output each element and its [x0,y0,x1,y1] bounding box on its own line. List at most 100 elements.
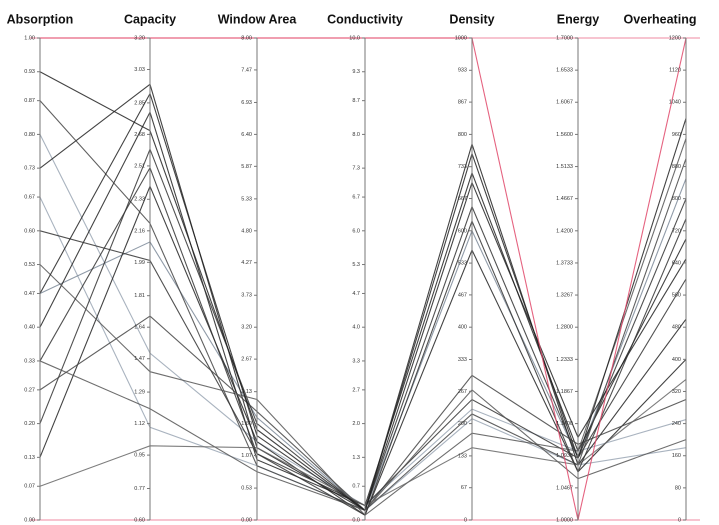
tick-label: 4.0 [352,325,360,331]
tick-label: 480 [672,325,681,331]
tick-label: 5.3 [352,262,360,268]
tick-label: 3.20 [241,325,252,331]
tick-label: 1040 [669,100,681,106]
tick-label: 733 [458,164,467,170]
tick-label: 6.93 [241,100,252,106]
tick-label: 67 [461,485,467,491]
tick-label: 10.0 [349,35,360,41]
axis-title: Density [449,12,494,26]
tick-label: 1.47 [134,356,145,362]
tick-label: 0.07 [24,484,35,490]
tick-label: 8.00 [241,35,252,41]
tick-label: 7.47 [241,67,252,73]
tick-label: 0 [678,517,681,523]
tick-label: 1.4667 [556,196,573,202]
tick-label: 2.85 [134,100,145,106]
tick-label: 0.00 [241,517,252,523]
tick-label: 800 [458,132,467,138]
tick-label: 4.80 [241,228,252,234]
tick-label: 1000 [455,35,467,41]
tick-label: 3.73 [241,293,252,299]
tick-label: 560 [672,293,681,299]
tick-label: 1.3 [352,455,360,461]
tick-label: 2.33 [134,197,145,203]
tick-label: 8.7 [352,98,360,104]
tick-label: 0.20 [24,421,35,427]
tick-label: 1.3733 [556,260,573,266]
tick-label: 4.7 [352,291,360,297]
tick-label: 960 [672,132,681,138]
tick-label: 1.3267 [556,292,573,298]
tick-label: 880 [672,164,681,170]
tick-label: 1.00 [24,35,35,41]
tick-label: 5.33 [241,196,252,202]
tick-label: 0.40 [24,325,35,331]
tick-label: 1.2800 [556,325,573,331]
tick-label: 2.0 [352,421,360,427]
tick-label: 0.67 [24,195,35,201]
tick-label: 1.1867 [556,389,573,395]
tick-label: 667 [458,196,467,202]
tick-label: 0.77 [134,486,145,492]
tick-label: 1200 [669,35,681,41]
axis-title: Capacity [124,12,176,26]
tick-label: 1.6067 [556,100,573,106]
tick-label: 0.95 [134,453,145,459]
tick-label: 1.5600 [556,132,573,138]
tick-label: 1.4200 [556,228,573,234]
tick-label: 800 [672,196,681,202]
tick-label: 6.0 [352,228,360,234]
tick-label: 3.03 [134,67,145,73]
tick-label: 1.07 [241,453,252,459]
tick-label: 0.33 [24,358,35,364]
tick-label: 2.13 [241,389,252,395]
tick-label: 80 [675,485,681,491]
tick-label: 2.51 [134,163,145,169]
tick-label: 1.0000 [556,517,573,523]
tick-label: 320 [672,389,681,395]
tick-label: 9.3 [352,69,360,75]
tick-label: 533 [458,261,467,267]
tick-label: 3.20 [134,35,145,41]
tick-label: 1.2333 [556,357,573,363]
axis-title: Conductivity [327,12,403,26]
tick-label: 0.27 [24,387,35,393]
tick-label: 2.7 [352,387,360,393]
tick-label: 867 [458,100,467,106]
tick-label: 1.6533 [556,68,573,74]
tick-label: 1.5133 [556,164,573,170]
tick-label: 640 [672,260,681,266]
tick-label: 0.87 [24,98,35,104]
tick-label: 0.00 [24,517,35,523]
axis-title: Overheating [624,12,697,26]
tick-label: 1.81 [134,293,145,299]
tick-label: 0.60 [24,228,35,234]
tick-label: 6.7 [352,195,360,201]
tick-label: 720 [672,228,681,234]
axis-title: Energy [557,12,599,26]
tick-label: 7.3 [352,166,360,172]
tick-label: 467 [458,292,467,298]
tick-label: 0.73 [24,166,35,172]
axis-title: Absorption [7,12,74,26]
tick-label: 2.67 [241,357,252,363]
tick-label: 160 [672,453,681,459]
tick-label: 1.29 [134,390,145,396]
tick-label: 0.60 [134,517,145,523]
axis-title: Window Area [218,12,298,26]
tick-label: 0.0 [352,517,360,523]
tick-label: 1.99 [134,260,145,266]
tick-label: 5.87 [241,164,252,170]
record-line [39,196,687,511]
tick-label: 600 [458,228,467,234]
tick-label: 1.0933 [556,453,573,459]
tick-label: 400 [458,325,467,331]
tick-label: 133 [458,453,467,459]
tick-label: 8.0 [352,132,360,138]
tick-label: 2.16 [134,228,145,234]
tick-label: 333 [458,357,467,363]
tick-label: 2.68 [134,132,145,138]
tick-label: 0.53 [24,262,35,268]
record-line [39,184,687,517]
